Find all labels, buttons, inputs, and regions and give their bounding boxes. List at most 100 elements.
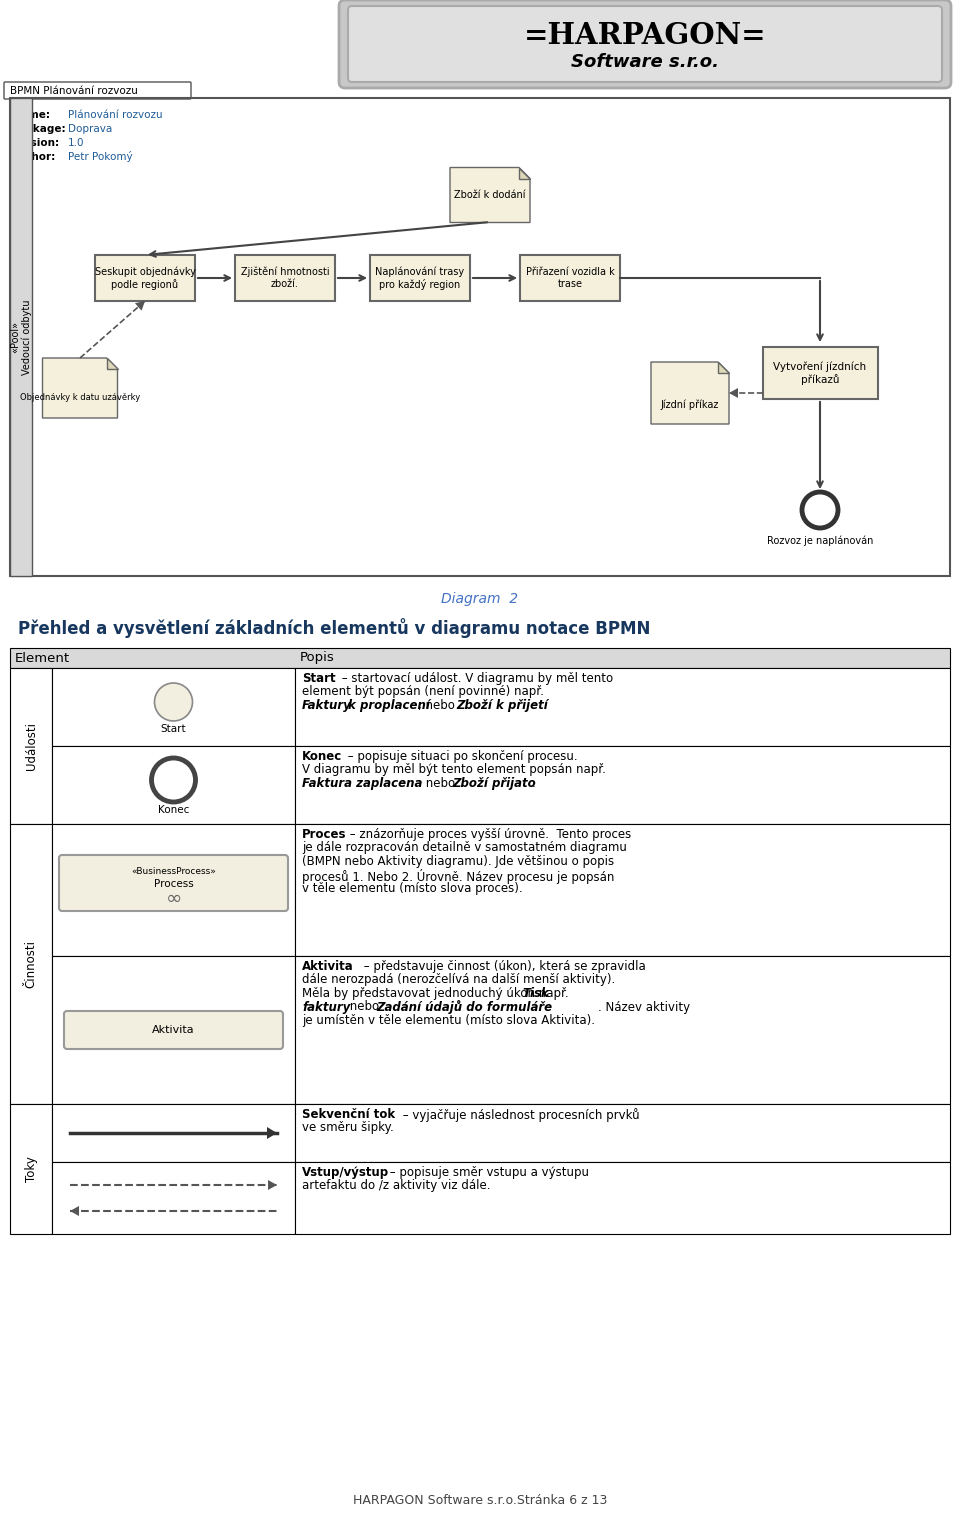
Bar bbox=[52, 824, 295, 957]
Bar bbox=[52, 1105, 295, 1161]
Text: Rozvoz je naplánován: Rozvoz je naplánován bbox=[767, 536, 874, 547]
Circle shape bbox=[155, 683, 193, 721]
Bar bbox=[10, 1105, 52, 1235]
Polygon shape bbox=[729, 388, 738, 397]
Text: nebo: nebo bbox=[422, 778, 459, 790]
Text: Name:: Name: bbox=[12, 110, 50, 121]
Text: element být popsán (není povinné) např.: element být popsán (není povinné) např. bbox=[302, 686, 547, 698]
FancyBboxPatch shape bbox=[64, 1012, 283, 1050]
Text: procesů 1. Nebo 2. Úrovně. Název procesu je popsán: procesů 1. Nebo 2. Úrovně. Název procesu… bbox=[302, 868, 614, 883]
Bar bbox=[295, 746, 950, 824]
Text: Měla by představovat jednoduchý úkon např.: Měla by představovat jednoduchý úkon nap… bbox=[302, 987, 572, 999]
Bar bbox=[295, 1105, 950, 1161]
Text: HARPAGON Software s.r.o.Stránka 6 z 13: HARPAGON Software s.r.o.Stránka 6 z 13 bbox=[353, 1493, 607, 1507]
Text: =HARPAGON=: =HARPAGON= bbox=[524, 20, 766, 49]
Text: Popis: Popis bbox=[300, 651, 335, 665]
Text: Události: Události bbox=[25, 723, 37, 770]
FancyBboxPatch shape bbox=[339, 0, 951, 89]
Text: Element: Element bbox=[15, 651, 70, 665]
FancyBboxPatch shape bbox=[59, 856, 288, 911]
Text: Seskupit objednávky
podle regionů: Seskupit objednávky podle regionů bbox=[95, 266, 196, 290]
Bar bbox=[10, 824, 52, 1105]
Bar bbox=[295, 824, 950, 957]
Text: – popisuje směr vstupu a výstupu: – popisuje směr vstupu a výstupu bbox=[386, 1166, 589, 1180]
Bar bbox=[295, 668, 950, 746]
Text: nebo: nebo bbox=[346, 1001, 383, 1013]
Text: Přehled a vysvětlení základních elementů v diagramu notace BPMN: Přehled a vysvětlení základních elementů… bbox=[18, 617, 650, 639]
Circle shape bbox=[152, 758, 196, 802]
Text: Aktivita: Aktivita bbox=[302, 960, 353, 973]
Text: k proplacení: k proplacení bbox=[348, 698, 430, 712]
Text: Start: Start bbox=[160, 724, 186, 733]
Text: Vytvoření jízdních
příkazů: Vytvoření jízdních příkazů bbox=[774, 362, 867, 385]
Text: (BMPN nebo Aktivity diagramu). Jde většinou o popis: (BMPN nebo Aktivity diagramu). Jde větši… bbox=[302, 856, 614, 868]
Text: ∞: ∞ bbox=[165, 888, 181, 908]
Text: Tisk: Tisk bbox=[522, 987, 549, 999]
Bar bbox=[520, 255, 620, 301]
Polygon shape bbox=[70, 1206, 79, 1216]
Text: Jízdní příkaz: Jízdní příkaz bbox=[660, 400, 719, 410]
Polygon shape bbox=[135, 301, 145, 310]
Text: – startovací událost. V diagramu by měl tento: – startovací událost. V diagramu by měl … bbox=[338, 672, 613, 685]
Text: Zboží k přijetí: Zboží k přijetí bbox=[456, 698, 548, 712]
Text: 1.0: 1.0 bbox=[68, 138, 84, 148]
Text: Objednávky k datu uzávěrky: Objednávky k datu uzávěrky bbox=[20, 394, 140, 402]
Bar bbox=[10, 98, 950, 576]
Polygon shape bbox=[651, 362, 729, 423]
Text: dále nerozpadá (nerozčelívá na další menší aktivity).: dále nerozpadá (nerozčelívá na další men… bbox=[302, 973, 615, 987]
Circle shape bbox=[802, 492, 838, 529]
Text: Proces: Proces bbox=[302, 828, 347, 840]
Bar bbox=[52, 668, 295, 746]
Text: Naplánování trasy
pro každý region: Naplánování trasy pro každý region bbox=[375, 266, 465, 290]
Text: , nebo: , nebo bbox=[418, 698, 459, 712]
Text: Petr Pokomý: Petr Pokomý bbox=[68, 151, 132, 162]
Text: – vyjačřuje následnost procesních prvků: – vyjačřuje následnost procesních prvků bbox=[399, 1108, 639, 1122]
Text: faktury: faktury bbox=[302, 1001, 350, 1013]
Text: BPMN Plánování rozvozu: BPMN Plánování rozvozu bbox=[10, 86, 138, 96]
Text: . Název aktivity: . Název aktivity bbox=[598, 1001, 690, 1013]
Text: – představuje činnost (úkon), která se zpravidla: – představuje činnost (úkon), která se z… bbox=[360, 960, 646, 973]
Bar bbox=[235, 255, 335, 301]
Text: «BusinessProcess»: «BusinessProcess» bbox=[132, 868, 216, 877]
Text: – znázorňuje proces vyšší úrovně.  Tento proces: – znázorňuje proces vyšší úrovně. Tento … bbox=[346, 828, 632, 840]
Text: v těle elementu (místo slova proces).: v těle elementu (místo slova proces). bbox=[302, 882, 522, 895]
Text: je umístěn v těle elementu (místo slova Aktivita).: je umístěn v těle elementu (místo slova … bbox=[302, 1015, 595, 1027]
Bar bbox=[95, 255, 195, 301]
Text: Přiřazení vozidla k
trase: Přiřazení vozidla k trase bbox=[526, 267, 614, 289]
FancyBboxPatch shape bbox=[4, 83, 191, 99]
Bar bbox=[10, 648, 950, 668]
Text: je dále rozpracován detailně v samostatném diagramu: je dále rozpracován detailně v samostatn… bbox=[302, 842, 627, 854]
Polygon shape bbox=[718, 362, 729, 373]
Text: Činnosti: Činnosti bbox=[25, 940, 37, 989]
Text: Version:: Version: bbox=[12, 138, 60, 148]
Bar bbox=[295, 957, 950, 1105]
Text: Diagram  2: Diagram 2 bbox=[442, 591, 518, 607]
Text: Doprava: Doprava bbox=[68, 124, 112, 134]
Bar bbox=[52, 746, 295, 824]
Text: Konec: Konec bbox=[302, 750, 343, 762]
Bar bbox=[762, 347, 877, 399]
Text: .: . bbox=[532, 778, 536, 790]
Bar bbox=[10, 668, 52, 824]
Text: Vstup/výstup: Vstup/výstup bbox=[302, 1166, 389, 1180]
Text: Zadání údajů do formuláře: Zadání údajů do formuláře bbox=[376, 1001, 552, 1015]
Text: – popisuje situaci po skončení procesu.: – popisuje situaci po skončení procesu. bbox=[344, 750, 578, 762]
Text: Aktivita: Aktivita bbox=[153, 1025, 195, 1034]
Text: Start: Start bbox=[302, 672, 336, 685]
Text: Author:: Author: bbox=[12, 151, 57, 162]
Bar bbox=[10, 98, 32, 576]
Text: «Pool»
Vedoucí odbytu: «Pool» Vedoucí odbytu bbox=[10, 299, 32, 374]
Text: Toky: Toky bbox=[25, 1157, 37, 1183]
Polygon shape bbox=[450, 168, 530, 223]
Polygon shape bbox=[107, 358, 117, 368]
Bar bbox=[295, 1161, 950, 1235]
Text: Process: Process bbox=[154, 879, 193, 889]
Text: artefaktu do /z aktivity viz dále.: artefaktu do /z aktivity viz dále. bbox=[302, 1180, 491, 1192]
Text: Package:: Package: bbox=[12, 124, 65, 134]
Text: Zjištění hmotnosti
zboží.: Zjištění hmotnosti zboží. bbox=[241, 267, 329, 289]
Text: Plánování rozvozu: Plánování rozvozu bbox=[68, 110, 162, 121]
Text: ve směru šipky.: ve směru šipky. bbox=[302, 1122, 394, 1134]
Bar bbox=[52, 1161, 295, 1235]
Text: Zboží k dodání: Zboží k dodání bbox=[454, 189, 526, 200]
Bar bbox=[370, 255, 470, 301]
